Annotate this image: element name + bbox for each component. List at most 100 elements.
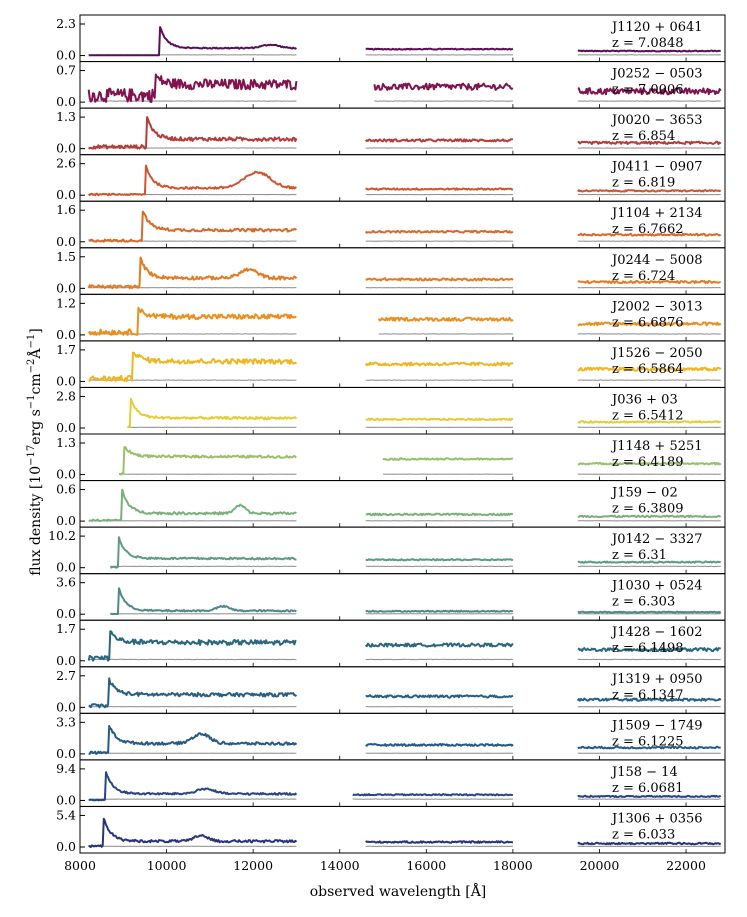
flux-spectrum (88, 210, 298, 243)
y-tick-label: 0.0 (56, 792, 76, 807)
quasar-name: J0411 − 0907 (610, 160, 703, 175)
quasar-name: J1319 + 0950 (610, 672, 703, 687)
flux-spectrum (373, 82, 514, 91)
flux-spectrum (88, 817, 298, 848)
panel-frame (79, 805, 726, 854)
flux-spectrum (382, 457, 514, 461)
flux-spectrum (365, 47, 514, 51)
quasar-redshift: z = 6.033 (612, 827, 675, 842)
quasar-redshift: z = 6.724 (612, 269, 675, 284)
flux-spectrum (577, 514, 721, 519)
quasar-redshift: z = 7.0848 (612, 36, 684, 51)
y-tick-label: 0.0 (56, 327, 76, 342)
y-tick-label: 0.0 (56, 606, 76, 621)
flux-spectrum (577, 745, 721, 750)
spectrum-panel: 2.8 0.0 J036 + 03z = 6.5412 (56, 386, 726, 435)
flux-spectrum (118, 446, 297, 476)
flux-spectrum (87, 306, 297, 336)
flux-spectrum (126, 397, 298, 429)
flux-spectrum (110, 536, 297, 569)
y-tick-label: 0.0 (56, 699, 76, 714)
flux-spectrum (110, 587, 297, 616)
y-tick-label: 1.7 (56, 342, 76, 357)
quasar-name: J0020 − 3653 (610, 113, 703, 128)
y-tick-label: 1.3 (56, 435, 76, 450)
quasar-name: J159 − 02 (610, 486, 678, 501)
quasar-redshift: z = 6.1225 (612, 734, 684, 749)
quasar-redshift: z = 6.819 (612, 176, 675, 191)
flux-spectrum (577, 366, 722, 372)
quasar-name: J036 + 03 (610, 392, 678, 407)
y-tick-label: 0.0 (56, 280, 76, 295)
y-axis-label: flux density [10−17erg s−1cm−2Å−1] (26, 328, 44, 576)
flux-spectrum (365, 558, 514, 562)
y-tick-label: 9.4 (56, 761, 76, 776)
y-tick-label: 0.0 (56, 234, 76, 249)
flux-spectrum (365, 840, 514, 844)
y-axis-label-part: flux density [10 (28, 466, 44, 576)
y-tick-label: 0.6 (56, 482, 76, 497)
y-axis-label-part: −1 (26, 394, 37, 409)
flux-spectrum (364, 361, 514, 367)
quasar-name: J1306 + 0356 (610, 811, 703, 826)
flux-spectrum (88, 26, 298, 57)
flux-spectrum (365, 417, 514, 422)
error-spectrum (577, 658, 721, 661)
y-tick-label: 0.0 (56, 187, 76, 202)
x-axis: 8000 10000 12000 14000 16000 18000 20000 22000 (64, 858, 706, 873)
quasar-name: J1428 − 1602 (610, 625, 703, 640)
quasar-redshift: z = 6.6876 (612, 315, 684, 330)
flux-spectrum (87, 73, 298, 103)
flux-spectrum (87, 164, 297, 197)
y-tick-label: 0.0 (56, 48, 76, 63)
quasar-redshift: z = 6.31 (612, 548, 667, 563)
y-tick-label: 2.7 (56, 668, 76, 683)
y-axis-label-part: ] (28, 328, 44, 333)
y-axis-label-part: cm (28, 373, 44, 394)
flux-spectrum (365, 609, 514, 613)
flux-spectrum (577, 610, 722, 614)
y-tick-label: 2.6 (56, 156, 76, 171)
quasar-redshift: z = 6.5412 (612, 408, 684, 423)
y-tick-label: 3.3 (56, 714, 76, 729)
y-tick-label: 0.0 (56, 94, 76, 109)
spectrum-panel: 0.6 0.0 J159 − 02z = 6.3809 (56, 480, 726, 528)
flux-spectrum (365, 277, 514, 282)
error-spectrum (365, 658, 513, 661)
flux-spectrum (577, 140, 722, 145)
quasar-redshift: z = 6.1347 (612, 688, 684, 703)
y-tick-label: 0.0 (56, 560, 76, 575)
y-axis-label-part: −2 (26, 359, 37, 374)
quasar-redshift: z = 6.4189 (612, 455, 684, 470)
quasar-name: J158 − 14 (610, 765, 678, 780)
flux-spectrum (364, 229, 514, 234)
flux-spectrum (577, 841, 722, 846)
quasar-redshift: z = 6.5864 (612, 362, 684, 377)
flux-spectrum (365, 512, 514, 517)
quasar-redshift: z = 7.0006 (612, 83, 684, 98)
y-tick-label: 0.0 (56, 141, 76, 156)
flux-spectrum (365, 743, 514, 747)
quasar-name: J1030 + 0524 (610, 579, 703, 594)
quasar-redshift: z = 6.303 (612, 595, 675, 610)
flux-spectrum (87, 630, 297, 662)
quasar-name: J1120 + 0641 (610, 20, 703, 35)
flux-spectrum (88, 677, 298, 709)
flux-spectrum (87, 256, 298, 290)
y-tick-label: 1.5 (56, 249, 76, 264)
error-spectrum (88, 658, 297, 661)
y-tick-label: 0.0 (56, 839, 76, 854)
flux-spectrum (577, 232, 722, 237)
y-tick-label: 0.0 (56, 373, 76, 388)
flux-spectrum (364, 642, 514, 648)
flux-spectrum (577, 87, 722, 96)
quasar-redshift: z = 6.1498 (612, 641, 684, 656)
quasar-redshift: z = 6.854 (612, 129, 675, 144)
